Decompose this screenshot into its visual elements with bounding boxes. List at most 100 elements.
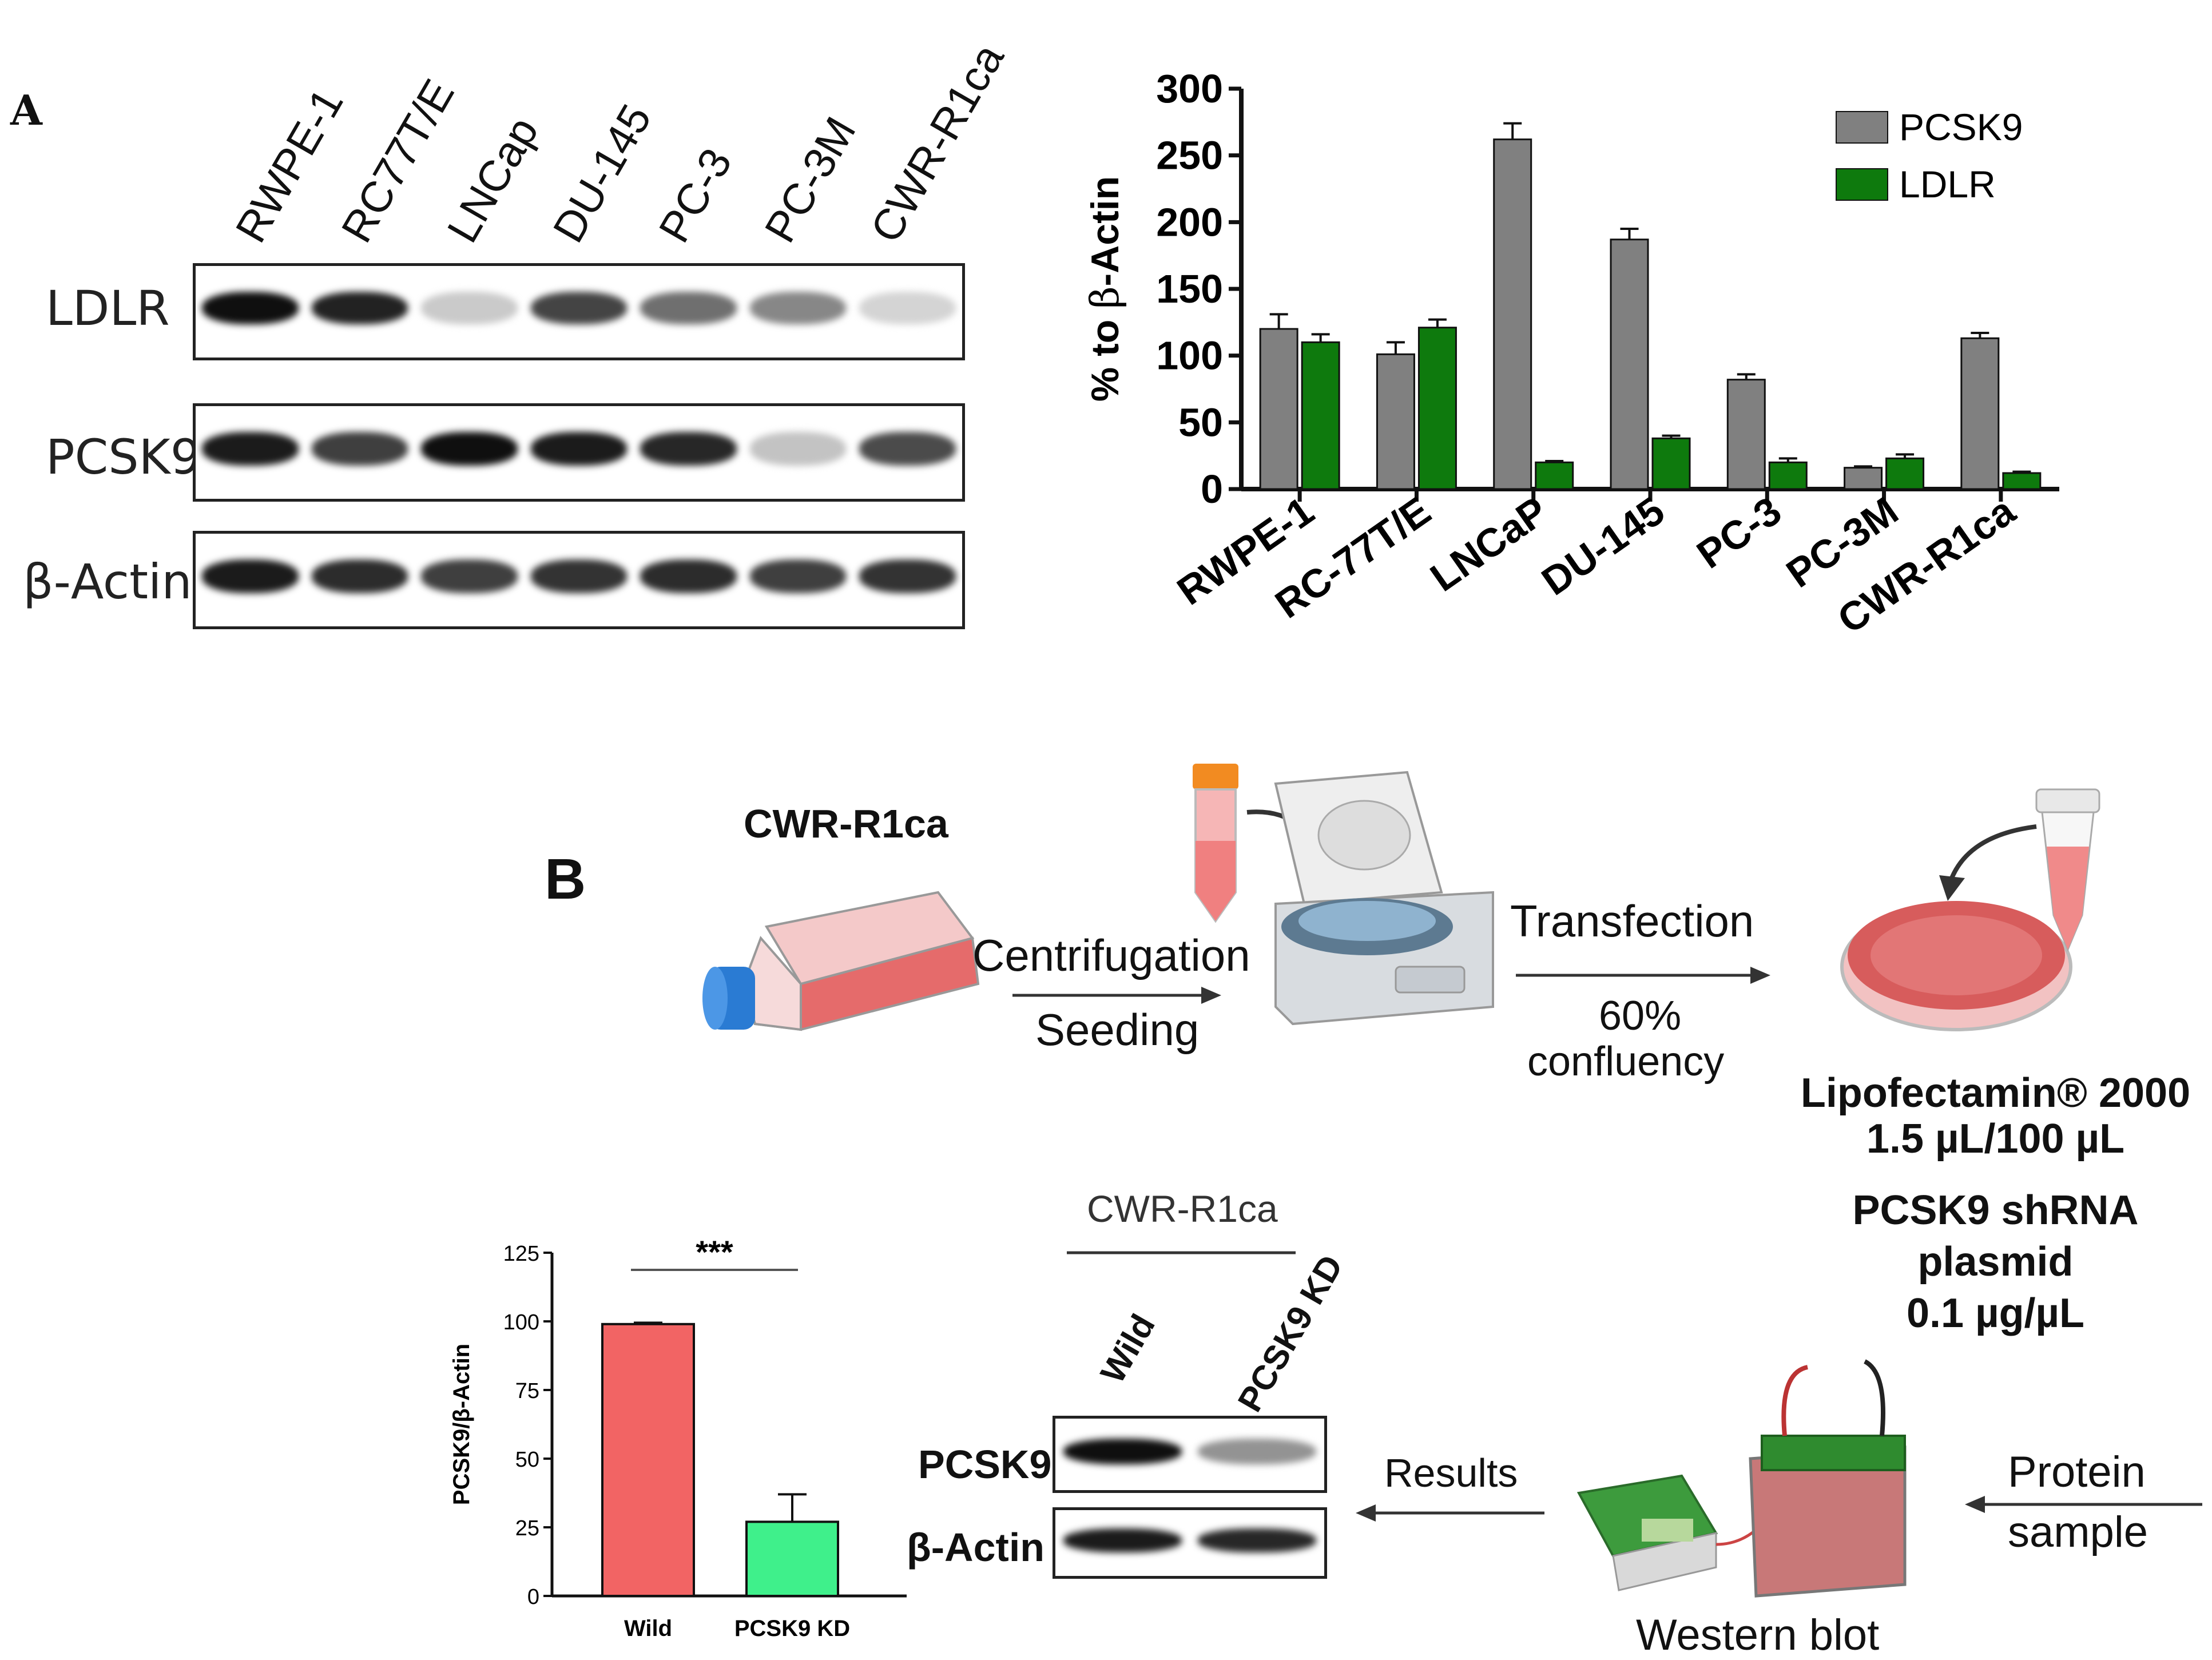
significance-label: *** (696, 1234, 733, 1270)
falcon-tube-icon (1193, 764, 1238, 923)
bar-pcsk9-pc-3m (1844, 467, 1883, 490)
process-arrows (1012, 967, 2202, 1522)
blot2-actin-band-1 (1063, 1528, 1182, 1552)
bar-ldlr-du-145 (1651, 437, 1691, 490)
pcsk9-band-2 (311, 432, 408, 466)
blot2-pcsk9-band-1 (1063, 1439, 1182, 1464)
microtube-arrow (1948, 824, 2037, 882)
step-confluency-label: confluency (1527, 1039, 1725, 1085)
ldlr-band-6 (749, 291, 847, 325)
blot-ldlr (193, 263, 965, 360)
blot-lane-label-pc-3: PC-3 (649, 140, 742, 251)
y-tick-label: 0 (1201, 467, 1223, 511)
blot2-header: CWR-R1ca (1087, 1188, 1278, 1230)
y-tick-label: 50 (515, 1448, 539, 1472)
blot2-pcsk9 (1053, 1416, 1327, 1493)
legend-label-ldlr: LDLR (1899, 163, 1996, 205)
y-tick-label: 200 (1156, 200, 1223, 244)
bar-pcsk9-rwpe-1 (1259, 328, 1298, 490)
actin-band-4 (530, 559, 628, 593)
bar-wild (601, 1323, 695, 1598)
y-tick-label: 100 (503, 1310, 539, 1335)
bar-ldlr-lncap (1535, 461, 1574, 490)
y-tick-label: 300 (1156, 66, 1223, 111)
centrifuge-icon (1274, 771, 1494, 1026)
bar-ldlr-rc-77t-e (1417, 327, 1457, 490)
y-axis-label: PCSK9/β-Actin (449, 1344, 474, 1505)
blot-lane-label-cwr-r1ca: CWR-R1ca (861, 35, 1014, 251)
x-tick-label-wild: Wild (624, 1616, 672, 1641)
pcsk9-band-6 (749, 432, 847, 466)
actin-band-1 (202, 559, 299, 593)
reagent-dose: 1.5 µL/100 µL (1866, 1116, 2125, 1162)
pcsk9-band-3 (421, 432, 518, 466)
blot2-actin (1053, 1507, 1327, 1579)
pcsk9-band-7 (859, 432, 956, 466)
step-centrifugation-label: Centrifugation (972, 930, 1250, 980)
x-tick-label-pcsk9-kd: PCSK9 KD (734, 1616, 850, 1641)
blot-lane-label-pc-3m: PC-3M (755, 109, 865, 251)
y-tick-label: 25 (515, 1516, 539, 1540)
bar-pcsk9-lncap (1493, 138, 1532, 490)
plasmid-word: plasmid (1917, 1239, 2074, 1285)
bar-ldlr-pc-3m (1885, 457, 1925, 490)
ldlr-band-1 (202, 291, 299, 325)
step-transfection-label: Transfection (1510, 896, 1754, 946)
ldlr-band-4 (530, 291, 628, 325)
ldlr-band-5 (640, 291, 737, 325)
workflow-illustrations (702, 764, 2202, 1598)
y-tick-label: 150 (1156, 267, 1223, 311)
actin-band-3 (421, 559, 518, 593)
bar-ldlr-rwpe-1 (1301, 341, 1340, 490)
y-tick-label: 75 (515, 1379, 539, 1403)
pcsk9-band-4 (530, 432, 628, 466)
protein-label: Protein (2008, 1448, 2146, 1496)
ldlr-band-3 (421, 291, 518, 325)
ldlr-band-2 (311, 291, 408, 325)
blot-row-label-ldlr: LDLR (46, 280, 170, 336)
y-tick-label: 0 (527, 1585, 539, 1609)
actin-band-7 (859, 559, 956, 593)
y-tick-label: 250 (1156, 133, 1223, 178)
pcsk9-band-5 (640, 432, 737, 466)
legend-swatch-pcsk9 (1836, 111, 1888, 144)
blot-row-label-actin: β-Actin (23, 554, 192, 610)
blot2-actin-band-2 (1198, 1528, 1316, 1552)
microtube-icon (2035, 788, 2100, 952)
panel-a-letter: A (10, 86, 42, 134)
bar-pcsk9-du-145 (1610, 239, 1649, 490)
bar-pcsk9-pc-3 (1726, 379, 1766, 490)
blot2-pcsk9-band-2 (1198, 1439, 1316, 1464)
blot-actin (193, 531, 965, 629)
cell-line-label: CWR-R1ca (744, 801, 948, 846)
sample-label: sample (2008, 1508, 2148, 1556)
pcsk9-band-1 (202, 432, 299, 466)
y-tick-label: 125 (503, 1242, 539, 1266)
bar-ldlr-cwr-r1ca (2002, 472, 2042, 490)
blot2-row-label-actin: β-Actin (907, 1525, 1045, 1570)
bar-pcsk9-cwr-r1ca (1960, 337, 2000, 490)
y-axis-label: % to β-Actin (1083, 176, 1128, 402)
x-tick-label-lncap: LNCaP (1423, 488, 1556, 600)
blot-row-label-pcsk9: PCSK9 (46, 429, 201, 485)
blot-pcsk9 (193, 403, 965, 502)
bar-pcsk9-rc-77t-e (1376, 353, 1415, 490)
western-blot-apparatus-icon (1576, 1359, 1907, 1598)
reagent-name: Lipofectamin® 2000 (1800, 1070, 2191, 1116)
legend-label-pcsk9: PCSK9 (1899, 106, 2023, 148)
panel-b-letter: B (545, 847, 586, 911)
western-blot-label: Western blot (1636, 1611, 1880, 1659)
x-tick-label-du-145: DU-145 (1534, 488, 1672, 603)
actin-band-2 (311, 559, 408, 593)
y-tick-label: 50 (1178, 400, 1223, 444)
ldlr-band-7 (859, 291, 956, 325)
results-label: Results (1384, 1451, 1518, 1495)
bar-pcsk9-kd (745, 1520, 839, 1598)
blot-lane-label-lncap: LNCap (438, 109, 548, 251)
step-seeding-label: Seeding (1035, 1004, 1200, 1055)
blot2-row-label-pcsk9: PCSK9 (918, 1442, 1052, 1487)
y-tick-label: 100 (1156, 333, 1223, 378)
flask-icon (702, 891, 980, 1031)
plasmid-dose: 0.1 µg/µL (1906, 1290, 2085, 1336)
